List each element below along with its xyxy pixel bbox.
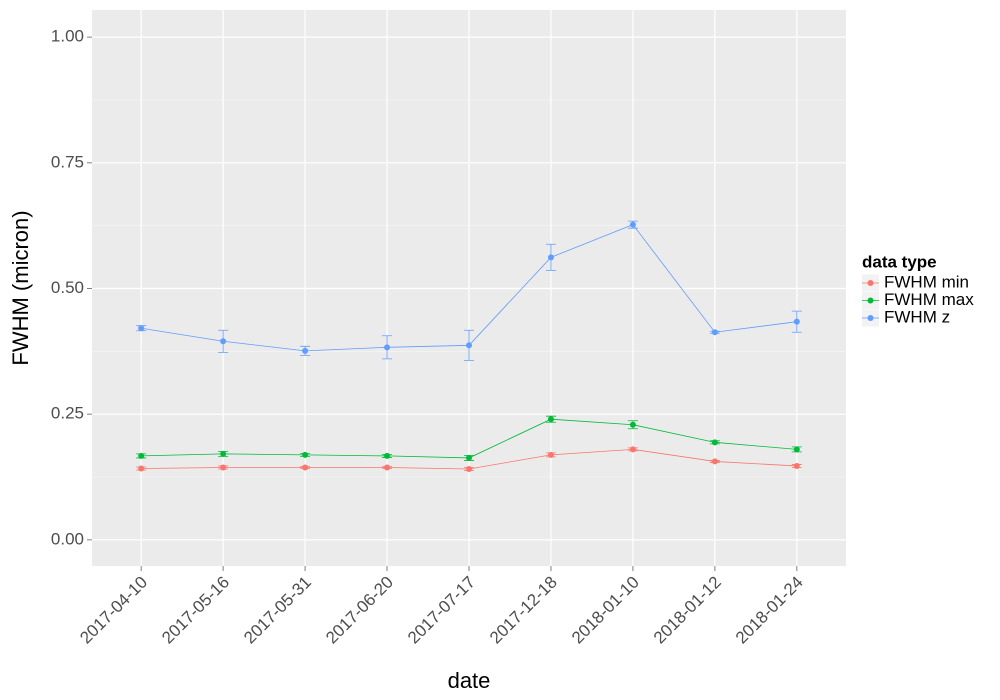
point bbox=[138, 465, 145, 472]
point bbox=[138, 325, 145, 332]
point bbox=[466, 465, 472, 472]
point bbox=[466, 454, 472, 461]
point bbox=[302, 451, 309, 458]
x-tick-label: 2017-05-31 bbox=[240, 573, 315, 648]
point bbox=[711, 329, 718, 336]
legend-point bbox=[867, 280, 874, 286]
x-tick-label: 2018-01-12 bbox=[650, 573, 725, 648]
legend-title: data type bbox=[862, 252, 937, 271]
point bbox=[302, 347, 309, 354]
point bbox=[384, 452, 391, 459]
x-tick-label: 2017-05-16 bbox=[158, 573, 233, 648]
point bbox=[138, 452, 145, 459]
point bbox=[384, 344, 391, 351]
point bbox=[629, 446, 636, 453]
legend-label: FWHM min bbox=[884, 272, 969, 291]
x-tick-label: 2017-06-20 bbox=[322, 573, 397, 648]
point bbox=[711, 439, 718, 446]
x-tick-label: 2017-12-18 bbox=[486, 573, 561, 648]
point bbox=[793, 462, 800, 469]
point bbox=[629, 221, 636, 228]
point bbox=[711, 458, 718, 465]
legend-label: FWHM z bbox=[884, 307, 950, 326]
y-tick-label: 0.75 bbox=[51, 152, 84, 171]
point bbox=[629, 421, 636, 428]
legend-label: FWHM max bbox=[884, 290, 974, 309]
x-axis-label: date bbox=[448, 668, 491, 693]
x-tick-label: 2018-01-10 bbox=[568, 573, 643, 648]
y-tick-label: 1.00 bbox=[51, 27, 84, 46]
point bbox=[220, 450, 227, 457]
x-tick-label: 2018-01-24 bbox=[732, 573, 807, 648]
x-tick-label: 2017-04-10 bbox=[76, 573, 151, 648]
point bbox=[793, 446, 800, 453]
x-tick-label: 2017-07-17 bbox=[404, 573, 479, 648]
point bbox=[547, 451, 554, 458]
point bbox=[793, 318, 800, 325]
point bbox=[466, 342, 472, 349]
y-axis-label: FWHM (micron) bbox=[8, 210, 33, 365]
point bbox=[547, 416, 554, 423]
point bbox=[384, 464, 391, 471]
point bbox=[547, 254, 554, 261]
y-tick-label: 0.50 bbox=[51, 278, 84, 297]
point bbox=[220, 464, 227, 471]
point bbox=[220, 338, 227, 345]
y-tick-label: 0.25 bbox=[51, 404, 84, 423]
legend-point bbox=[867, 315, 874, 321]
point bbox=[302, 464, 309, 471]
legend-point bbox=[867, 297, 874, 304]
y-tick-label: 0.00 bbox=[51, 529, 84, 548]
